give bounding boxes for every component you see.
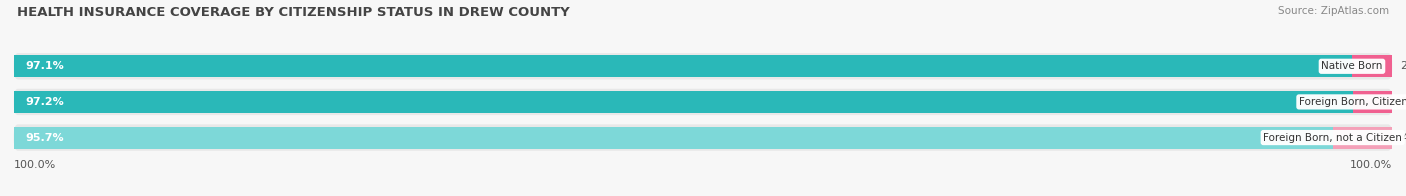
Bar	[1353, 55, 1392, 77]
FancyBboxPatch shape	[14, 53, 1392, 79]
FancyBboxPatch shape	[14, 124, 1392, 151]
Text: Source: ZipAtlas.com: Source: ZipAtlas.com	[1278, 6, 1389, 16]
Text: HEALTH INSURANCE COVERAGE BY CITIZENSHIP STATUS IN DREW COUNTY: HEALTH INSURANCE COVERAGE BY CITIZENSHIP…	[17, 6, 569, 19]
Text: Foreign Born, Citizen: Foreign Born, Citizen	[1299, 97, 1406, 107]
Text: Native Born: Native Born	[1322, 61, 1382, 71]
Text: 4.4%: 4.4%	[1402, 132, 1406, 142]
Text: 2.8%: 2.8%	[1400, 97, 1406, 107]
Text: 95.7%: 95.7%	[25, 132, 63, 142]
Bar	[14, 91, 1354, 113]
FancyBboxPatch shape	[14, 89, 1392, 115]
Bar	[1333, 126, 1393, 149]
Text: 97.2%: 97.2%	[25, 97, 63, 107]
Text: 100.0%: 100.0%	[14, 160, 56, 170]
Bar	[14, 55, 1353, 77]
Text: 100.0%: 100.0%	[1350, 160, 1392, 170]
Bar	[14, 126, 1333, 149]
Bar	[1354, 91, 1392, 113]
Text: Foreign Born, not a Citizen: Foreign Born, not a Citizen	[1263, 132, 1402, 142]
Text: 97.1%: 97.1%	[25, 61, 63, 71]
Text: 2.9%: 2.9%	[1400, 61, 1406, 71]
